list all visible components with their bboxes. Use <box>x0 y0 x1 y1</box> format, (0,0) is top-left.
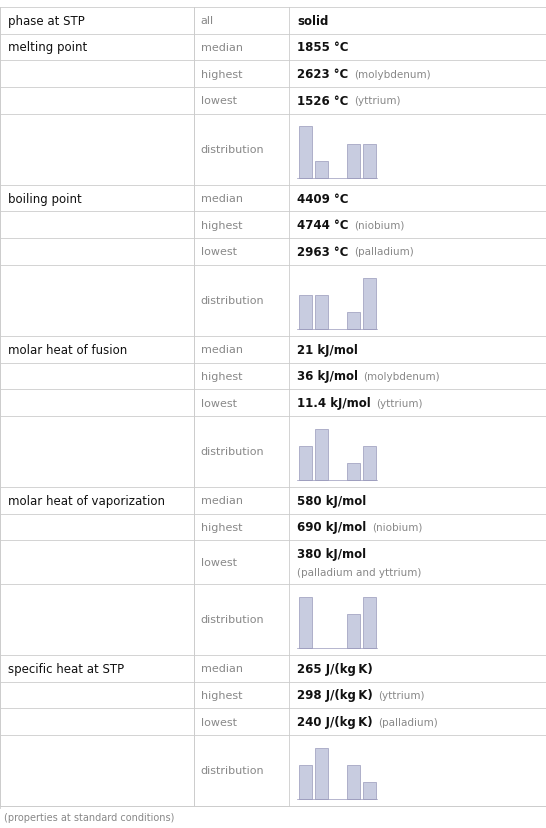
Text: solid: solid <box>298 15 329 28</box>
Text: (yttrium): (yttrium) <box>378 690 425 700</box>
Text: molar heat of vaporization: molar heat of vaporization <box>8 494 165 508</box>
Text: distribution: distribution <box>201 145 264 155</box>
Text: 380 kJ/mol: 380 kJ/mol <box>298 547 366 561</box>
Text: highest: highest <box>201 372 242 382</box>
Text: highest: highest <box>201 690 242 700</box>
Text: (yttrium): (yttrium) <box>376 398 423 408</box>
Text: 21 kJ/mol: 21 kJ/mol <box>298 344 358 356</box>
Bar <box>347 312 360 330</box>
Text: 2963 °C: 2963 °C <box>298 246 349 258</box>
Text: 1855 °C: 1855 °C <box>298 41 349 55</box>
Text: (molybdenum): (molybdenum) <box>354 70 430 79</box>
Text: 4409 °C: 4409 °C <box>298 192 349 205</box>
Text: (niobium): (niobium) <box>354 220 404 230</box>
Text: 2623 °C: 2623 °C <box>298 68 349 81</box>
Text: (palladium and yttrium): (palladium and yttrium) <box>298 567 422 577</box>
Text: molar heat of fusion: molar heat of fusion <box>8 344 127 356</box>
Text: phase at STP: phase at STP <box>8 15 85 28</box>
Text: median: median <box>201 663 243 673</box>
Bar <box>347 144 360 179</box>
Text: (molybdenum): (molybdenum) <box>364 372 440 382</box>
Bar <box>363 144 376 179</box>
Bar <box>314 296 328 330</box>
Text: (properties at standard conditions): (properties at standard conditions) <box>4 812 174 822</box>
Bar <box>299 446 312 480</box>
Text: boiling point: boiling point <box>8 192 82 205</box>
Bar <box>347 614 360 648</box>
Bar <box>299 765 312 799</box>
Bar <box>347 765 360 799</box>
Text: (palladium): (palladium) <box>378 717 438 727</box>
Text: lowest: lowest <box>201 96 237 106</box>
Text: median: median <box>201 43 243 53</box>
Text: 36 kJ/mol: 36 kJ/mol <box>298 370 358 383</box>
Text: distribution: distribution <box>201 614 264 624</box>
Bar <box>347 463 360 480</box>
Text: distribution: distribution <box>201 766 264 776</box>
Text: specific heat at STP: specific heat at STP <box>8 662 124 675</box>
Text: lowest: lowest <box>201 557 237 567</box>
Text: highest: highest <box>201 220 242 230</box>
Text: median: median <box>201 194 243 204</box>
Text: melting point: melting point <box>8 41 87 55</box>
Text: distribution: distribution <box>201 296 264 306</box>
Text: 298 J/(kg K): 298 J/(kg K) <box>298 689 373 701</box>
Text: lowest: lowest <box>201 398 237 408</box>
Bar <box>363 446 376 480</box>
Text: 580 kJ/mol: 580 kJ/mol <box>298 494 366 508</box>
Text: median: median <box>201 496 243 506</box>
Bar <box>363 782 376 799</box>
Bar <box>314 429 328 480</box>
Text: 1526 °C: 1526 °C <box>298 94 349 108</box>
Text: (palladium): (palladium) <box>354 247 413 258</box>
Text: 240 J/(kg K): 240 J/(kg K) <box>298 715 373 728</box>
Bar <box>363 597 376 648</box>
Bar <box>314 161 328 179</box>
Text: 4744 °C: 4744 °C <box>298 219 349 232</box>
Text: 11.4 kJ/mol: 11.4 kJ/mol <box>298 397 371 410</box>
Text: (niobium): (niobium) <box>372 522 422 532</box>
Text: 690 kJ/mol: 690 kJ/mol <box>298 521 366 534</box>
Text: 265 J/(kg K): 265 J/(kg K) <box>298 662 373 675</box>
Text: (yttrium): (yttrium) <box>354 96 400 106</box>
Bar <box>363 278 376 330</box>
Text: distribution: distribution <box>201 447 264 457</box>
Bar <box>299 296 312 330</box>
Text: highest: highest <box>201 70 242 79</box>
Text: all: all <box>201 17 214 26</box>
Bar <box>299 128 312 179</box>
Text: median: median <box>201 344 243 354</box>
Bar <box>299 597 312 648</box>
Text: highest: highest <box>201 522 242 532</box>
Text: lowest: lowest <box>201 717 237 727</box>
Bar <box>314 748 328 799</box>
Text: lowest: lowest <box>201 247 237 258</box>
